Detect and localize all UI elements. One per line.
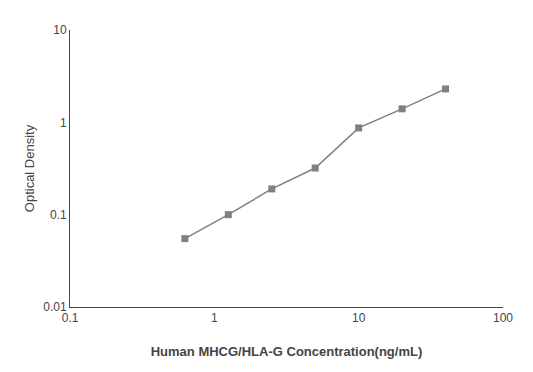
svg-text:0.1: 0.1 — [62, 311, 79, 325]
svg-text:0.01: 0.01 — [43, 300, 67, 314]
svg-text:1: 1 — [60, 116, 67, 130]
svg-text:10: 10 — [53, 23, 67, 37]
svg-text:0.1: 0.1 — [50, 208, 67, 222]
svg-text:100: 100 — [493, 311, 513, 325]
svg-text:10: 10 — [352, 311, 366, 325]
svg-text:Optical Density: Optical Density — [22, 124, 37, 212]
svg-text:1: 1 — [211, 311, 218, 325]
svg-text:Human MHCG/HLA-G Concentration: Human MHCG/HLA-G Concentration(ng/mL) — [151, 344, 423, 359]
